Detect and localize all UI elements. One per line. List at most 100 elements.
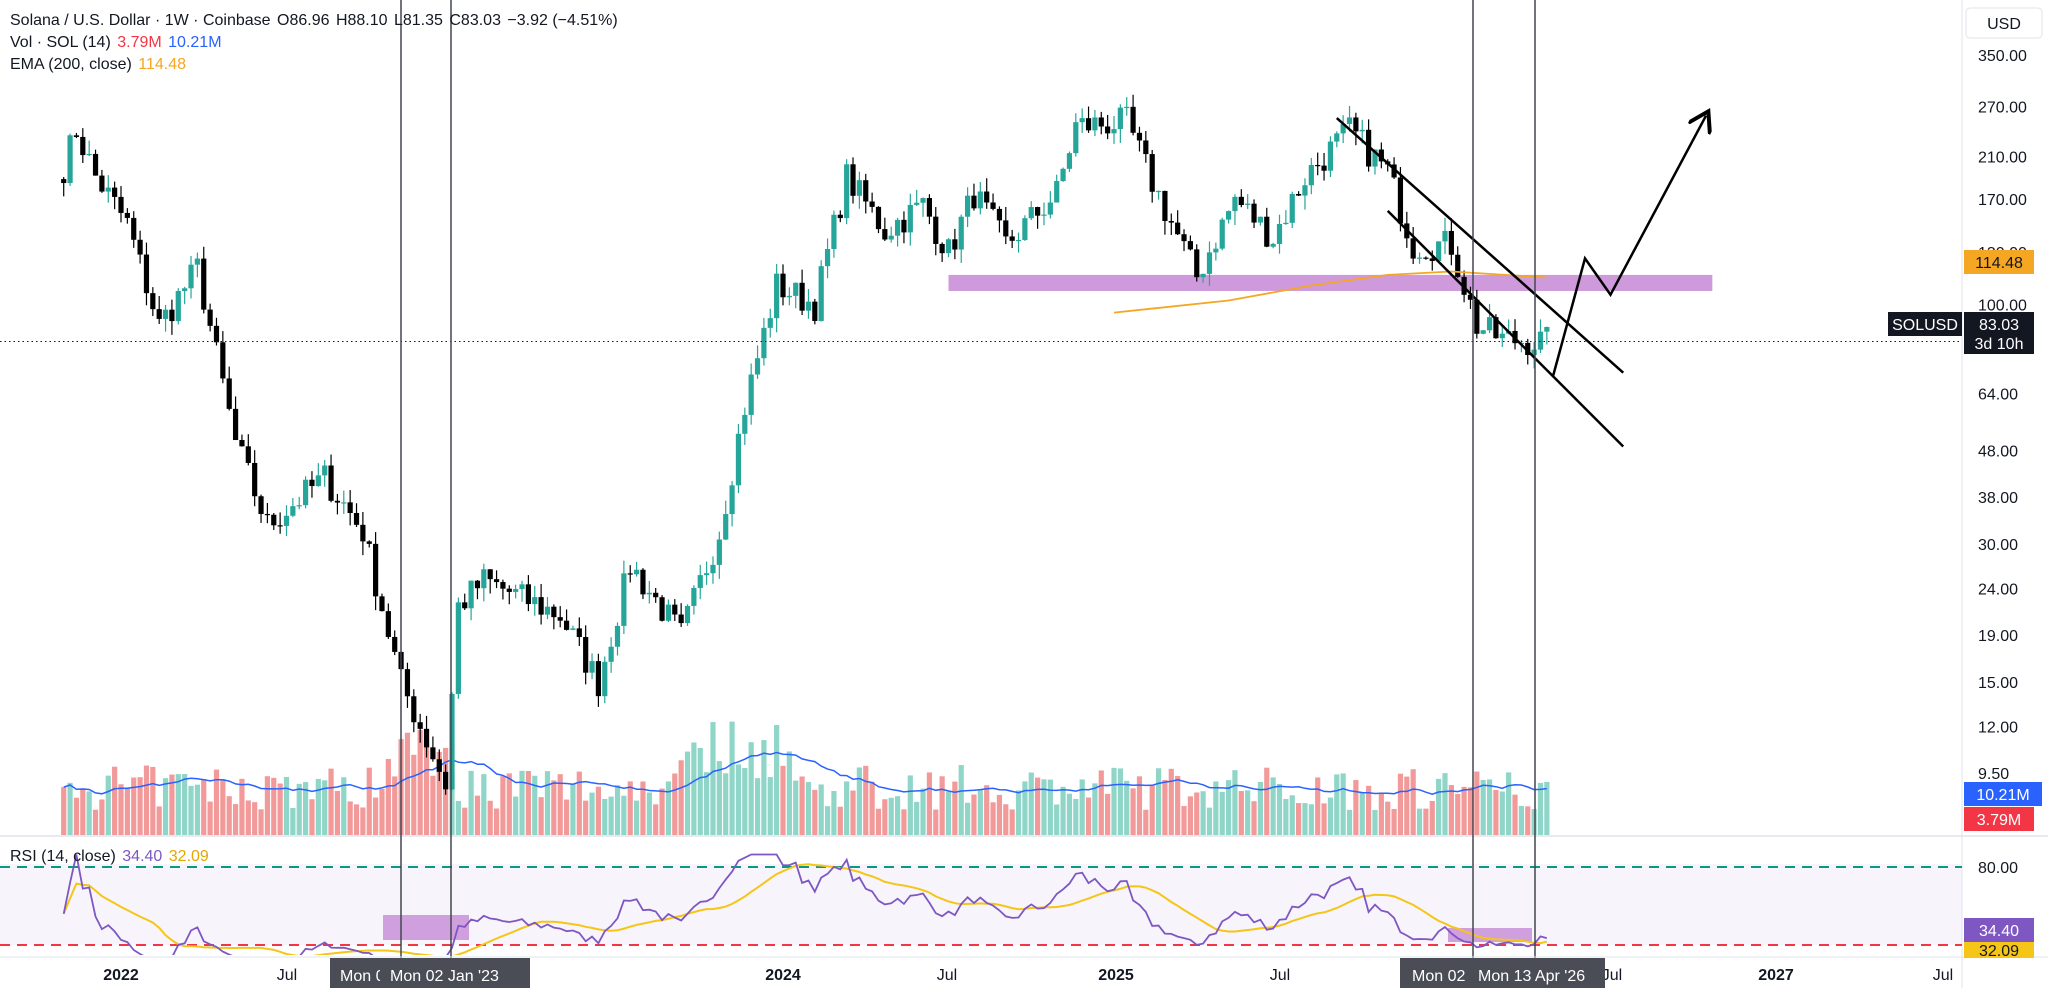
- ema-legend[interactable]: EMA (200, close) 114.48: [10, 54, 188, 76]
- rsi-legend[interactable]: RSI (14, close) 34.40 32.09: [10, 846, 211, 868]
- candle: [226, 366, 232, 411]
- volume-bar: [589, 792, 595, 835]
- projection-arrow[interactable]: [1551, 116, 1706, 376]
- candle: [493, 570, 500, 589]
- candle: [137, 230, 143, 264]
- volume-bar: [500, 776, 506, 835]
- volume-bar: [245, 800, 251, 835]
- volume-bar: [1155, 768, 1162, 835]
- volume-legend[interactable]: Vol · SOL (14) 3.79M 10.21M: [10, 32, 224, 54]
- volume-bar: [996, 794, 1003, 835]
- candle: [1155, 190, 1162, 200]
- volume-bar: [468, 770, 474, 835]
- candle: [996, 206, 1003, 233]
- volume-bar: [1283, 799, 1289, 835]
- volume-bar: [831, 790, 837, 835]
- channel-upper-line[interactable]: [1335, 117, 1625, 374]
- volume-bar: [1200, 791, 1206, 835]
- candle: [239, 434, 245, 447]
- candle: [513, 584, 519, 599]
- channel-lower-line[interactable]: [1386, 209, 1625, 448]
- volume-bar: [875, 808, 882, 835]
- candle: [1143, 131, 1149, 163]
- time-tick-label: 2027: [1758, 967, 1794, 984]
- volume-bar: [366, 767, 372, 835]
- price-tick-label: 38.00: [1978, 490, 2018, 507]
- volume-bar: [1085, 797, 1092, 835]
- symbol-title: Solana / U.S. Dollar · 1W · Coinbase: [10, 12, 271, 29]
- candle: [519, 580, 525, 602]
- candle: [232, 396, 239, 441]
- volume-bar: [328, 768, 334, 835]
- candle: [850, 157, 856, 204]
- volume-bar: [194, 784, 200, 835]
- candle: [1486, 303, 1493, 334]
- candle: [882, 217, 888, 242]
- candle: [1168, 213, 1174, 235]
- volume-bar: [595, 786, 602, 835]
- volume-bar: [207, 801, 213, 835]
- candle: [423, 715, 430, 758]
- volume-bar: [309, 799, 315, 835]
- candle: [952, 228, 958, 260]
- volume-bar: [710, 722, 716, 835]
- volume-bar: [213, 769, 220, 835]
- candle: [532, 586, 538, 616]
- volume-bar: [143, 765, 150, 835]
- volume-bar: [659, 788, 665, 835]
- volume-bar: [1194, 792, 1200, 835]
- volume-bar: [105, 775, 111, 835]
- candle: [213, 317, 220, 346]
- symbol-legend[interactable]: Solana / U.S. Dollar · 1W · Coinbase O86…: [10, 10, 620, 32]
- volume-bar: [1219, 791, 1225, 835]
- candle: [252, 450, 258, 507]
- candle: [856, 171, 862, 209]
- ohlc-close: C83.03: [449, 12, 501, 29]
- candle: [799, 269, 805, 316]
- candle: [105, 175, 111, 203]
- volume-bar: [118, 784, 124, 835]
- ohlc-change: −3.92 (−4.51%): [507, 12, 618, 29]
- candle: [1474, 289, 1480, 339]
- volume-bar: [863, 765, 869, 835]
- candle: [1136, 126, 1143, 152]
- candle: [315, 463, 321, 487]
- price-tick-label: 12.00: [1978, 720, 2018, 737]
- volume-bar: [894, 796, 901, 835]
- volume-bar: [646, 792, 652, 835]
- volume-bar: [824, 806, 831, 835]
- price-tick-label: 48.00: [1978, 444, 2018, 461]
- candle: [1257, 216, 1264, 226]
- candle: [379, 593, 385, 612]
- volume-bar: [226, 796, 232, 835]
- svg-text:10.21M: 10.21M: [1976, 787, 2029, 804]
- volume-bar: [1276, 783, 1283, 835]
- volume-bar: [856, 767, 862, 835]
- volume-bar: [684, 751, 691, 835]
- candle: [1060, 167, 1066, 182]
- currency-label[interactable]: USD: [1965, 7, 2043, 39]
- candle: [481, 563, 487, 602]
- time-axis[interactable]: 2022 Jul 2024 Jul 2025 Jul Jul 2027 Jul: [103, 967, 1953, 984]
- candle: [1480, 330, 1486, 335]
- volume-bar: [748, 742, 754, 835]
- volume-ma-line: [63, 751, 1547, 795]
- candle: [328, 454, 334, 503]
- volume-bar: [1143, 809, 1149, 835]
- volume-bar: [271, 777, 277, 835]
- ohlc-open: O86.96: [277, 12, 330, 29]
- candle: [614, 622, 621, 656]
- crosshair-partial-2: Mon 02: [1412, 968, 1465, 985]
- candle: [1219, 217, 1225, 251]
- volume-bar: [73, 797, 80, 835]
- candle: [1225, 210, 1232, 224]
- candle: [1499, 324, 1505, 347]
- price-tick-label: 19.00: [1978, 628, 2018, 645]
- candle: [162, 304, 169, 332]
- rsi-value: 34.40: [122, 848, 163, 865]
- volume-bar: [1225, 780, 1232, 835]
- volume-bar: [423, 740, 430, 835]
- volume-bar: [449, 774, 455, 835]
- volume-bar: [1493, 789, 1499, 835]
